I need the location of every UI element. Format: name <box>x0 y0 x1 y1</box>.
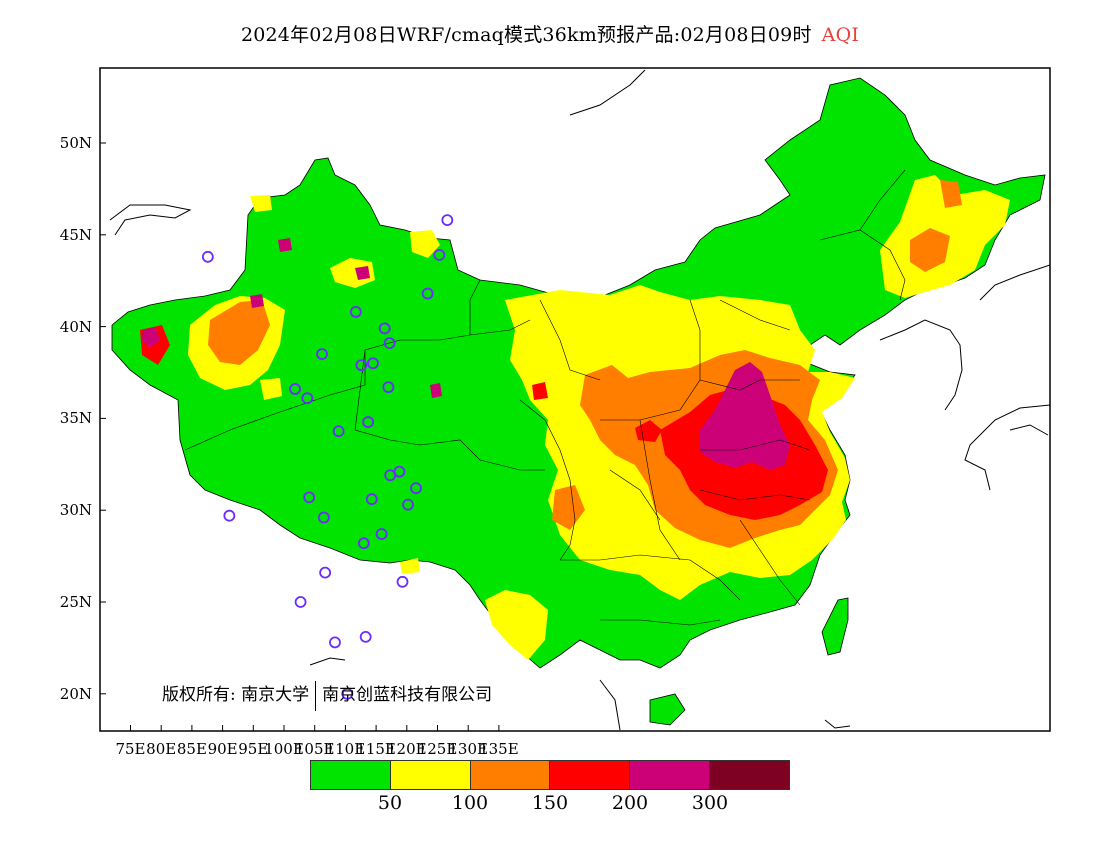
station-marker <box>332 425 345 438</box>
station-marker <box>316 348 328 361</box>
legend-label-300: 300 <box>691 792 729 814</box>
copyright-org-company: 南京创蓝科技有限公司 <box>322 685 493 705</box>
taiwan-region <box>821 597 849 656</box>
lat-label-45n: 45N <box>59 225 92 244</box>
station-marker <box>349 306 362 318</box>
station-marker <box>319 566 332 579</box>
lon-label-85e: 85E <box>176 740 207 758</box>
lon-label-80e: 80E <box>146 740 177 758</box>
station-marker <box>355 359 368 372</box>
title-main: 2024年02月08日WRF/cmaq模式36km预报产品:02月08日09时 <box>240 24 812 46</box>
lon-label-110e: 110E <box>325 740 366 758</box>
station-marker <box>421 287 434 300</box>
title-variable: AQI <box>821 24 860 46</box>
lon-label-135e: 135E <box>479 740 519 758</box>
lon-label-75e: 75E <box>115 740 146 758</box>
lat-label-25n: 25N <box>59 593 92 611</box>
legend-label-100: 100 <box>451 792 489 814</box>
station-marker <box>357 537 370 550</box>
province-borders <box>184 169 906 626</box>
lat-label-35n: 35N <box>59 409 92 428</box>
legend-label-150: 150 <box>531 792 569 814</box>
map-frame <box>99 67 1051 732</box>
station-marker <box>359 630 372 643</box>
lat-label-50n: 50N <box>59 134 92 152</box>
lon-label-100e: 100E <box>264 740 304 758</box>
legend-swatch-good <box>311 761 391 789</box>
station-marker <box>367 357 379 370</box>
station-marker <box>362 416 375 428</box>
station-marker <box>410 482 422 495</box>
station-marker <box>303 491 316 504</box>
lon-label-115e: 115E <box>356 740 396 758</box>
station-marker <box>433 249 446 261</box>
station-marker <box>294 596 307 608</box>
map-content <box>109 69 1050 731</box>
station-marker <box>329 636 341 649</box>
map-title: 2024年02月08日WRF/cmaq模式36km预报产品:02月08日09时 A… <box>0 20 1100 47</box>
station-marker <box>393 465 406 478</box>
coastlines <box>109 69 1050 731</box>
station-marker <box>375 528 388 540</box>
station-marker <box>341 687 354 700</box>
station-marker <box>289 383 301 395</box>
station-marker <box>382 381 395 394</box>
lon-label-105e: 105E <box>294 740 335 758</box>
lon-label-90e: 90E <box>207 740 238 758</box>
lon-label-125e: 125E <box>417 740 458 758</box>
station-marker <box>365 493 378 506</box>
hainan-region <box>649 693 686 726</box>
copyright-notice: 版权所有: 南京大学 南京创蓝科技有限公司 <box>162 680 492 711</box>
axis-ticks <box>100 142 500 731</box>
station-marker <box>441 214 454 227</box>
station-marker <box>383 337 396 350</box>
aqi-legend <box>310 760 790 790</box>
station-marker <box>201 250 214 263</box>
legend-label-50: 50 <box>377 792 403 814</box>
lon-label-95e: 95E <box>238 740 269 758</box>
station-markers <box>201 214 454 700</box>
legend-swatch-sensitive <box>470 761 551 789</box>
legend-swatch-hazardous <box>710 761 789 789</box>
station-marker <box>402 498 414 511</box>
station-marker <box>223 509 236 522</box>
station-marker <box>301 392 314 405</box>
station-marker <box>378 322 391 335</box>
station-marker <box>396 575 409 588</box>
lon-label-130e: 130E <box>448 740 488 758</box>
lat-label-30n: 30N <box>59 501 92 520</box>
copyright-org-nju: 南京大学 <box>241 685 310 705</box>
legend-swatch-unhealthy <box>550 761 631 789</box>
station-marker <box>318 511 330 524</box>
copyright-separator <box>315 680 317 711</box>
lat-label-40n: 40N <box>59 317 92 336</box>
lon-label-120e: 120E <box>387 740 427 758</box>
lat-label-20n: 20N <box>59 684 92 703</box>
legend-swatch-very-unhealthy <box>630 761 711 789</box>
copyright-label: 版权所有: <box>162 685 236 705</box>
legend-swatch-moderate <box>390 761 471 789</box>
legend-label-200: 200 <box>611 792 649 814</box>
